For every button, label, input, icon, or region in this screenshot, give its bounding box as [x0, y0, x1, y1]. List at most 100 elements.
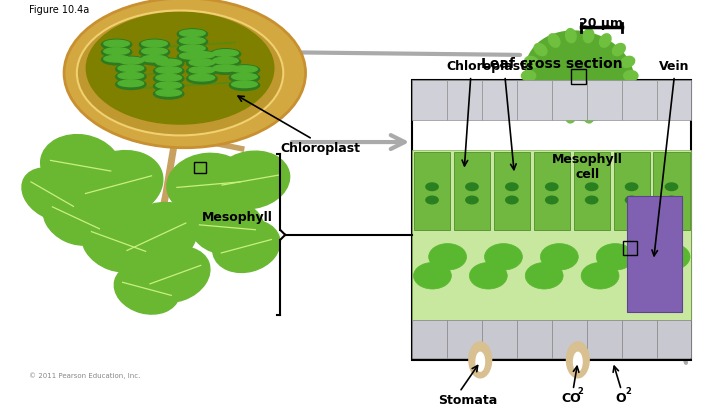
Ellipse shape	[546, 196, 558, 204]
Ellipse shape	[613, 43, 625, 55]
Ellipse shape	[102, 54, 132, 65]
Ellipse shape	[534, 43, 547, 55]
Text: Chloroplast: Chloroplast	[280, 142, 360, 155]
Ellipse shape	[229, 72, 260, 83]
Ellipse shape	[156, 59, 181, 66]
Bar	[534, 151, 570, 230]
Text: Mesophyll
cell: Mesophyll cell	[552, 153, 623, 181]
Bar	[621, 81, 657, 120]
Ellipse shape	[600, 34, 611, 47]
Bar	[552, 320, 587, 358]
Ellipse shape	[156, 75, 181, 81]
Bar	[414, 151, 450, 230]
Ellipse shape	[469, 342, 492, 378]
Ellipse shape	[189, 75, 215, 81]
Ellipse shape	[428, 243, 467, 270]
Ellipse shape	[142, 55, 167, 62]
Bar	[657, 81, 691, 120]
Ellipse shape	[189, 67, 215, 73]
Text: O: O	[616, 392, 626, 405]
Ellipse shape	[232, 81, 257, 87]
Text: Vein: Vein	[659, 60, 690, 73]
Ellipse shape	[86, 12, 274, 124]
Ellipse shape	[22, 168, 83, 220]
Text: Stomata: Stomata	[438, 394, 498, 405]
Ellipse shape	[179, 37, 205, 44]
Ellipse shape	[189, 51, 215, 58]
Ellipse shape	[140, 47, 170, 57]
Text: 2: 2	[578, 387, 584, 396]
Ellipse shape	[140, 54, 170, 65]
Ellipse shape	[613, 96, 625, 108]
Bar	[613, 151, 649, 230]
Ellipse shape	[541, 243, 578, 270]
Bar	[587, 320, 621, 358]
Ellipse shape	[466, 196, 478, 204]
Ellipse shape	[665, 183, 678, 190]
Ellipse shape	[153, 73, 184, 84]
Ellipse shape	[232, 73, 257, 80]
Ellipse shape	[596, 243, 634, 270]
Ellipse shape	[191, 200, 264, 255]
Ellipse shape	[186, 51, 217, 61]
Bar	[412, 81, 691, 360]
Ellipse shape	[81, 211, 156, 272]
Ellipse shape	[212, 50, 238, 56]
Ellipse shape	[102, 47, 132, 57]
Ellipse shape	[116, 64, 146, 75]
Bar	[621, 320, 657, 358]
Bar	[517, 320, 552, 358]
Ellipse shape	[637, 262, 675, 289]
Bar	[447, 320, 482, 358]
Ellipse shape	[186, 73, 217, 84]
Ellipse shape	[505, 183, 518, 190]
Ellipse shape	[156, 82, 181, 89]
Ellipse shape	[526, 31, 634, 120]
Ellipse shape	[116, 56, 146, 67]
Ellipse shape	[74, 151, 163, 219]
Ellipse shape	[118, 65, 143, 72]
Text: Figure 10.4a: Figure 10.4a	[29, 5, 89, 15]
Ellipse shape	[229, 80, 260, 90]
Text: 2: 2	[625, 387, 631, 396]
Ellipse shape	[153, 58, 184, 69]
Ellipse shape	[116, 79, 146, 90]
Ellipse shape	[116, 72, 146, 82]
Ellipse shape	[525, 56, 539, 67]
Ellipse shape	[626, 183, 638, 190]
Ellipse shape	[549, 34, 560, 47]
Ellipse shape	[177, 29, 207, 39]
Bar	[412, 149, 691, 320]
Ellipse shape	[213, 220, 280, 273]
Ellipse shape	[156, 67, 181, 73]
Ellipse shape	[77, 11, 283, 135]
Ellipse shape	[210, 64, 240, 75]
Ellipse shape	[567, 342, 589, 378]
Ellipse shape	[153, 81, 184, 92]
Ellipse shape	[526, 262, 563, 289]
Ellipse shape	[525, 84, 539, 95]
Ellipse shape	[583, 29, 594, 43]
Text: Leaf cross section: Leaf cross section	[481, 57, 623, 71]
Ellipse shape	[466, 183, 478, 190]
Bar	[194, 162, 206, 173]
Ellipse shape	[585, 183, 598, 190]
Bar	[412, 81, 447, 120]
Bar	[624, 241, 637, 255]
Text: Chloroplasts: Chloroplasts	[446, 60, 534, 73]
Ellipse shape	[115, 202, 197, 271]
Ellipse shape	[212, 65, 238, 72]
Ellipse shape	[43, 190, 109, 245]
Ellipse shape	[652, 243, 690, 270]
Text: 20 μm: 20 μm	[580, 17, 624, 30]
Ellipse shape	[546, 183, 558, 190]
Ellipse shape	[600, 104, 611, 118]
Ellipse shape	[140, 247, 210, 303]
Ellipse shape	[565, 109, 576, 123]
Ellipse shape	[413, 262, 451, 289]
Ellipse shape	[624, 70, 638, 81]
Ellipse shape	[186, 66, 217, 76]
Bar	[587, 81, 621, 120]
Bar	[482, 81, 517, 120]
Text: CO: CO	[562, 392, 582, 405]
